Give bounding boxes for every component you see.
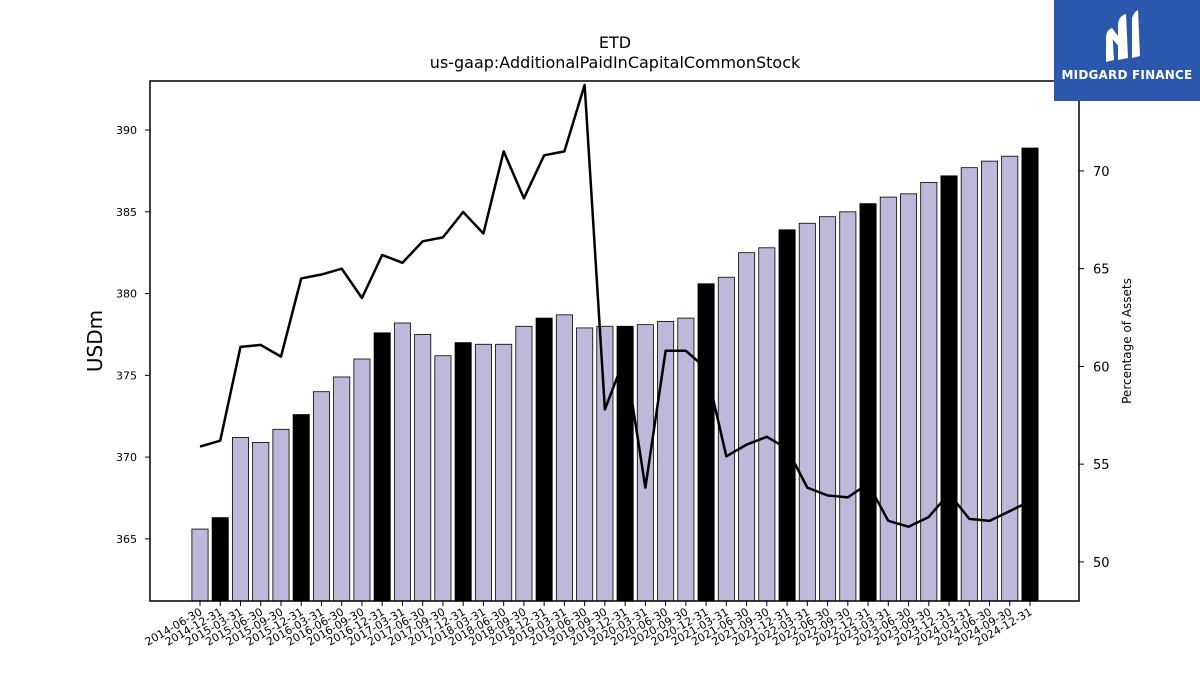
y-tick-label: 370 [116, 451, 137, 464]
bar [697, 283, 715, 602]
bar [839, 211, 857, 602]
plot-frame [149, 80, 1080, 602]
bar [778, 229, 796, 602]
brand-name: MIDGARD FINANCE [1061, 68, 1193, 82]
y2-tick-label: 65 [1093, 263, 1110, 278]
bar [252, 441, 270, 602]
bar [657, 320, 675, 602]
y2-axis-label: Percentage of Assets [1120, 278, 1134, 404]
bar [211, 517, 229, 602]
bar [312, 391, 330, 602]
bar [636, 324, 654, 602]
bar [191, 528, 209, 602]
bar [717, 276, 735, 602]
bar [555, 314, 573, 602]
bar [596, 325, 614, 602]
bar [1001, 155, 1019, 602]
line-series [199, 83, 1031, 528]
y2-tick-label: 50 [1093, 556, 1110, 571]
bar [231, 437, 249, 602]
bar [738, 252, 756, 602]
bar [474, 343, 492, 602]
bar [798, 222, 816, 602]
x-axis: 2014-06-302014-12-312015-03-312015-06-30… [143, 601, 1035, 649]
bar [373, 332, 391, 602]
bar [859, 203, 877, 602]
bar [940, 175, 958, 602]
bar [454, 342, 472, 602]
midgard-m-icon [1106, 10, 1140, 62]
chart-title: ETD [599, 33, 631, 52]
bar [393, 322, 411, 602]
bar [576, 327, 594, 602]
bar [920, 181, 938, 602]
bar [960, 167, 978, 602]
bar [819, 216, 837, 602]
y-axis-right: 50 55 60 65 70 [1079, 165, 1110, 571]
bar [1021, 147, 1039, 602]
bar [515, 325, 533, 602]
y-tick-label: 390 [116, 124, 137, 137]
y-tick-label: 365 [116, 533, 137, 546]
bar [414, 334, 432, 602]
y-tick-label: 385 [116, 206, 137, 219]
bar [333, 376, 351, 602]
bar [495, 343, 513, 602]
bar [272, 428, 290, 602]
y-axis-left: 365 370 375 380 385 390 [116, 124, 150, 546]
y2-tick-label: 70 [1093, 165, 1110, 180]
bar [981, 160, 999, 602]
bar [879, 196, 897, 602]
bar [292, 414, 310, 602]
y2-tick-label: 55 [1093, 458, 1110, 473]
line-series-layer [199, 83, 1031, 528]
bar [353, 358, 371, 602]
y2-tick-label: 60 [1093, 360, 1110, 375]
bar [434, 355, 452, 602]
bar [677, 317, 695, 602]
y-axis-label: USDm [83, 310, 107, 372]
brand-logo: MIDGARD FINANCE [1054, 0, 1200, 101]
bar [535, 317, 553, 602]
bar-series [191, 147, 1039, 602]
y-tick-label: 375 [116, 369, 137, 382]
chart-subtitle: us-gaap:AdditionalPaidInCapitalCommonSto… [430, 53, 801, 72]
y-tick-label: 380 [116, 288, 137, 301]
bar [900, 193, 918, 602]
bar [758, 247, 776, 602]
bar [616, 325, 634, 602]
